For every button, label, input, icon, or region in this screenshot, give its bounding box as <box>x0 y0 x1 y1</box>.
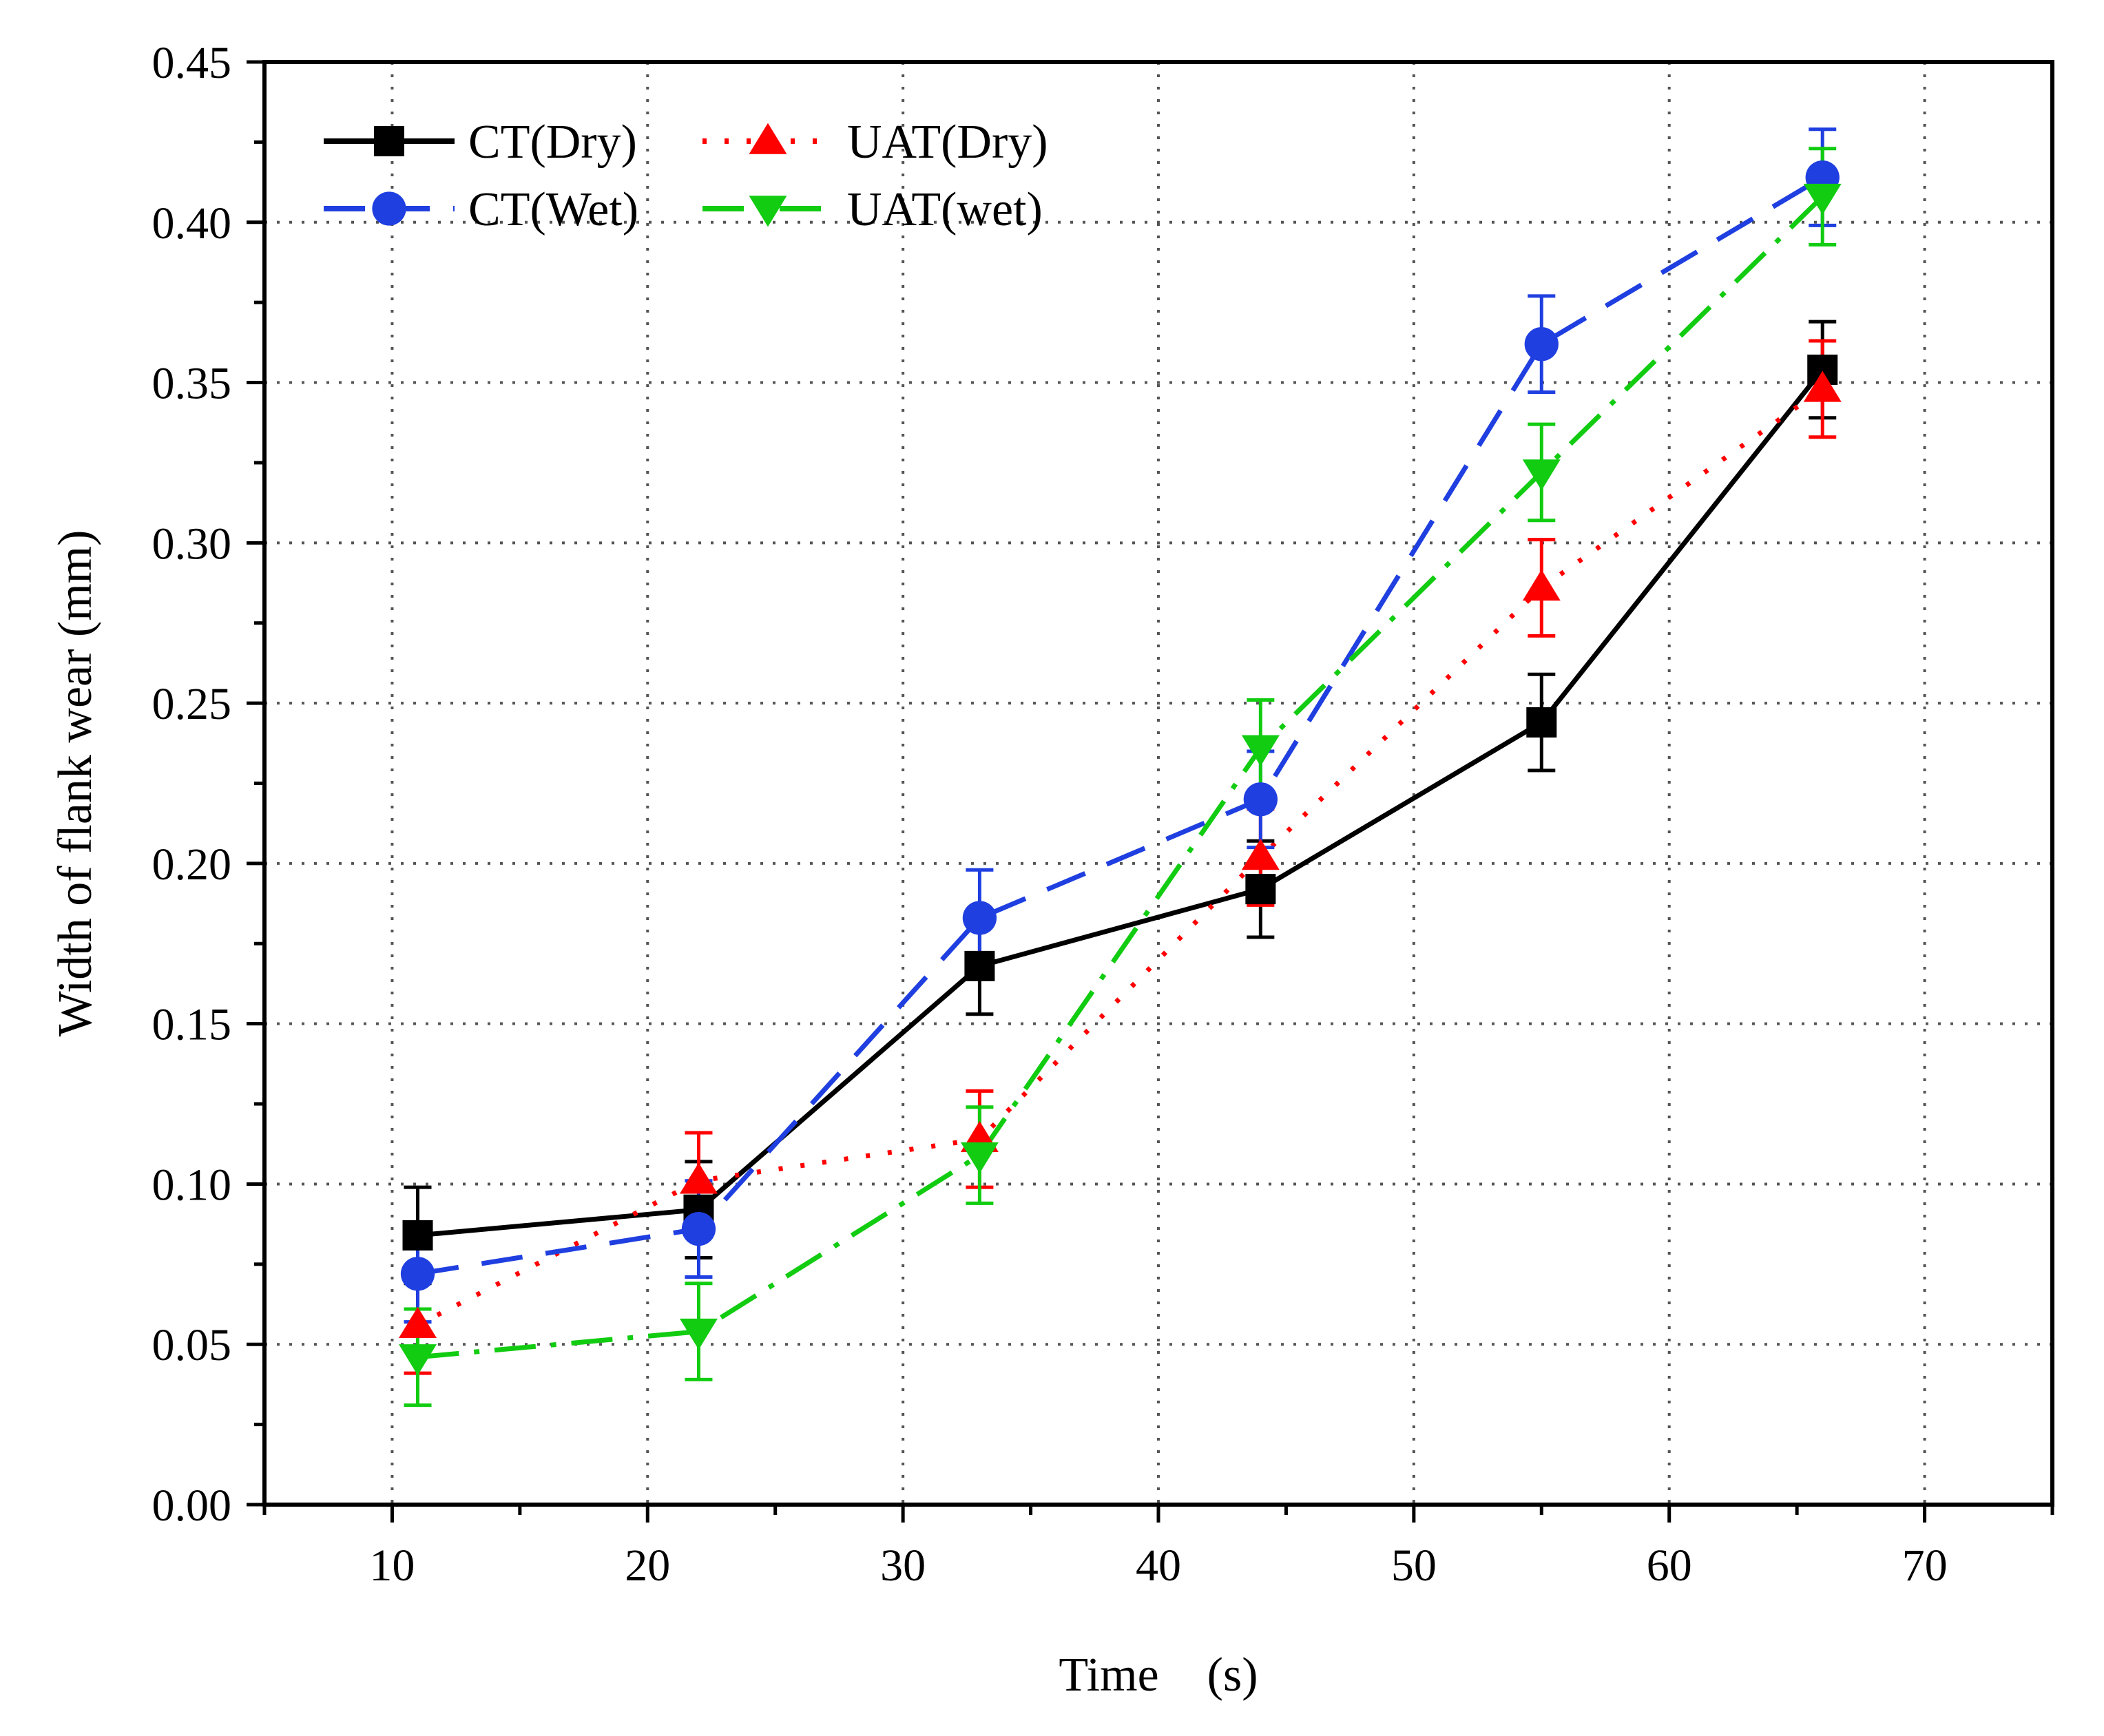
legend-label-uat-dry: UAT(Dry) <box>847 116 1048 169</box>
data-point-uat-wet <box>1803 183 1842 215</box>
data-point-uat-wet <box>399 1344 437 1376</box>
x-tick-label: 10 <box>369 1540 415 1591</box>
x-axis-title: Time (s) <box>1059 1649 1258 1702</box>
data-point-ct-wet <box>1243 782 1278 817</box>
data-point-ct-wet <box>400 1257 435 1291</box>
x-tick-label: 60 <box>1647 1540 1692 1591</box>
legend-marker-uat-dry <box>749 123 787 154</box>
legend-item-uat-wet: UAT(wet) <box>702 183 1043 236</box>
data-markers <box>399 160 1842 1376</box>
data-point-ct-dry <box>1245 874 1276 905</box>
data-point-uat-wet <box>1522 459 1561 491</box>
y-tick-label: 0.10 <box>152 1160 232 1210</box>
data-point-uat-wet <box>960 1142 999 1173</box>
data-point-ct-wet <box>962 901 997 935</box>
y-tick-label: 0.20 <box>152 839 232 890</box>
y-tick-label: 0.00 <box>152 1481 232 1531</box>
series-line-uat-wet <box>417 195 1824 1360</box>
x-tick-label: 40 <box>1136 1540 1181 1591</box>
axis-ticks: 10 20 30 40 50 60 70 0.00 0.05 0.10 0.15 0.20 0.25 0.… <box>152 38 2054 1591</box>
data-point-uat-dry <box>1803 370 1842 402</box>
y-tick-label: 0.35 <box>152 359 232 409</box>
legend-label-ct-dry: CT(Dry) <box>468 116 637 169</box>
series-line-ct-dry <box>417 368 1824 1238</box>
grid-lines <box>264 62 2052 1505</box>
data-point-uat-dry <box>399 1306 437 1338</box>
series-line-ct-wet <box>417 175 1824 1277</box>
data-point-ct-dry <box>964 950 995 981</box>
y-tick-label: 0.40 <box>152 198 232 249</box>
legend-item-ct-dry: CT(Dry) <box>324 116 637 169</box>
data-point-uat-wet <box>1241 735 1280 766</box>
legend: CT(Dry) UAT(Dry) CT(Wet) UAT(wet) <box>324 116 1048 236</box>
data-point-ct-dry <box>1526 707 1557 738</box>
legend-marker-ct-dry <box>374 126 404 156</box>
data-point-uat-dry <box>1241 839 1280 870</box>
series-lines <box>416 175 1824 1360</box>
x-tick-label: 30 <box>880 1540 926 1591</box>
y-tick-label: 0.25 <box>152 679 232 729</box>
data-point-ct-wet <box>1524 327 1559 362</box>
data-point-ct-wet <box>681 1211 716 1246</box>
data-point-uat-dry <box>1522 569 1561 601</box>
x-tick-label: 50 <box>1391 1540 1437 1591</box>
data-point-uat-wet <box>679 1318 718 1350</box>
y-axis-title: Width of flank wear (mm) <box>49 530 102 1037</box>
y-tick-label: 0.45 <box>152 38 232 88</box>
legend-marker-ct-wet <box>372 191 406 226</box>
x-tick-label: 70 <box>1902 1540 1948 1591</box>
error-bars <box>404 127 1837 1408</box>
y-tick-label: 0.30 <box>152 519 232 569</box>
plot-frame <box>262 60 2054 1507</box>
legend-item-ct-wet: CT(Wet) <box>324 183 638 236</box>
data-point-uat-dry <box>679 1162 718 1194</box>
legend-label-ct-wet: CT(Wet) <box>468 183 638 236</box>
legend-marker-uat-wet <box>749 196 787 227</box>
data-point-ct-dry <box>402 1220 433 1251</box>
legend-label-uat-wet: UAT(wet) <box>847 183 1043 236</box>
y-tick-label: 0.05 <box>152 1320 232 1370</box>
y-tick-label: 0.15 <box>152 1000 232 1050</box>
x-tick-label: 20 <box>625 1540 670 1591</box>
legend-item-uat-dry: UAT(Dry) <box>702 116 1048 169</box>
